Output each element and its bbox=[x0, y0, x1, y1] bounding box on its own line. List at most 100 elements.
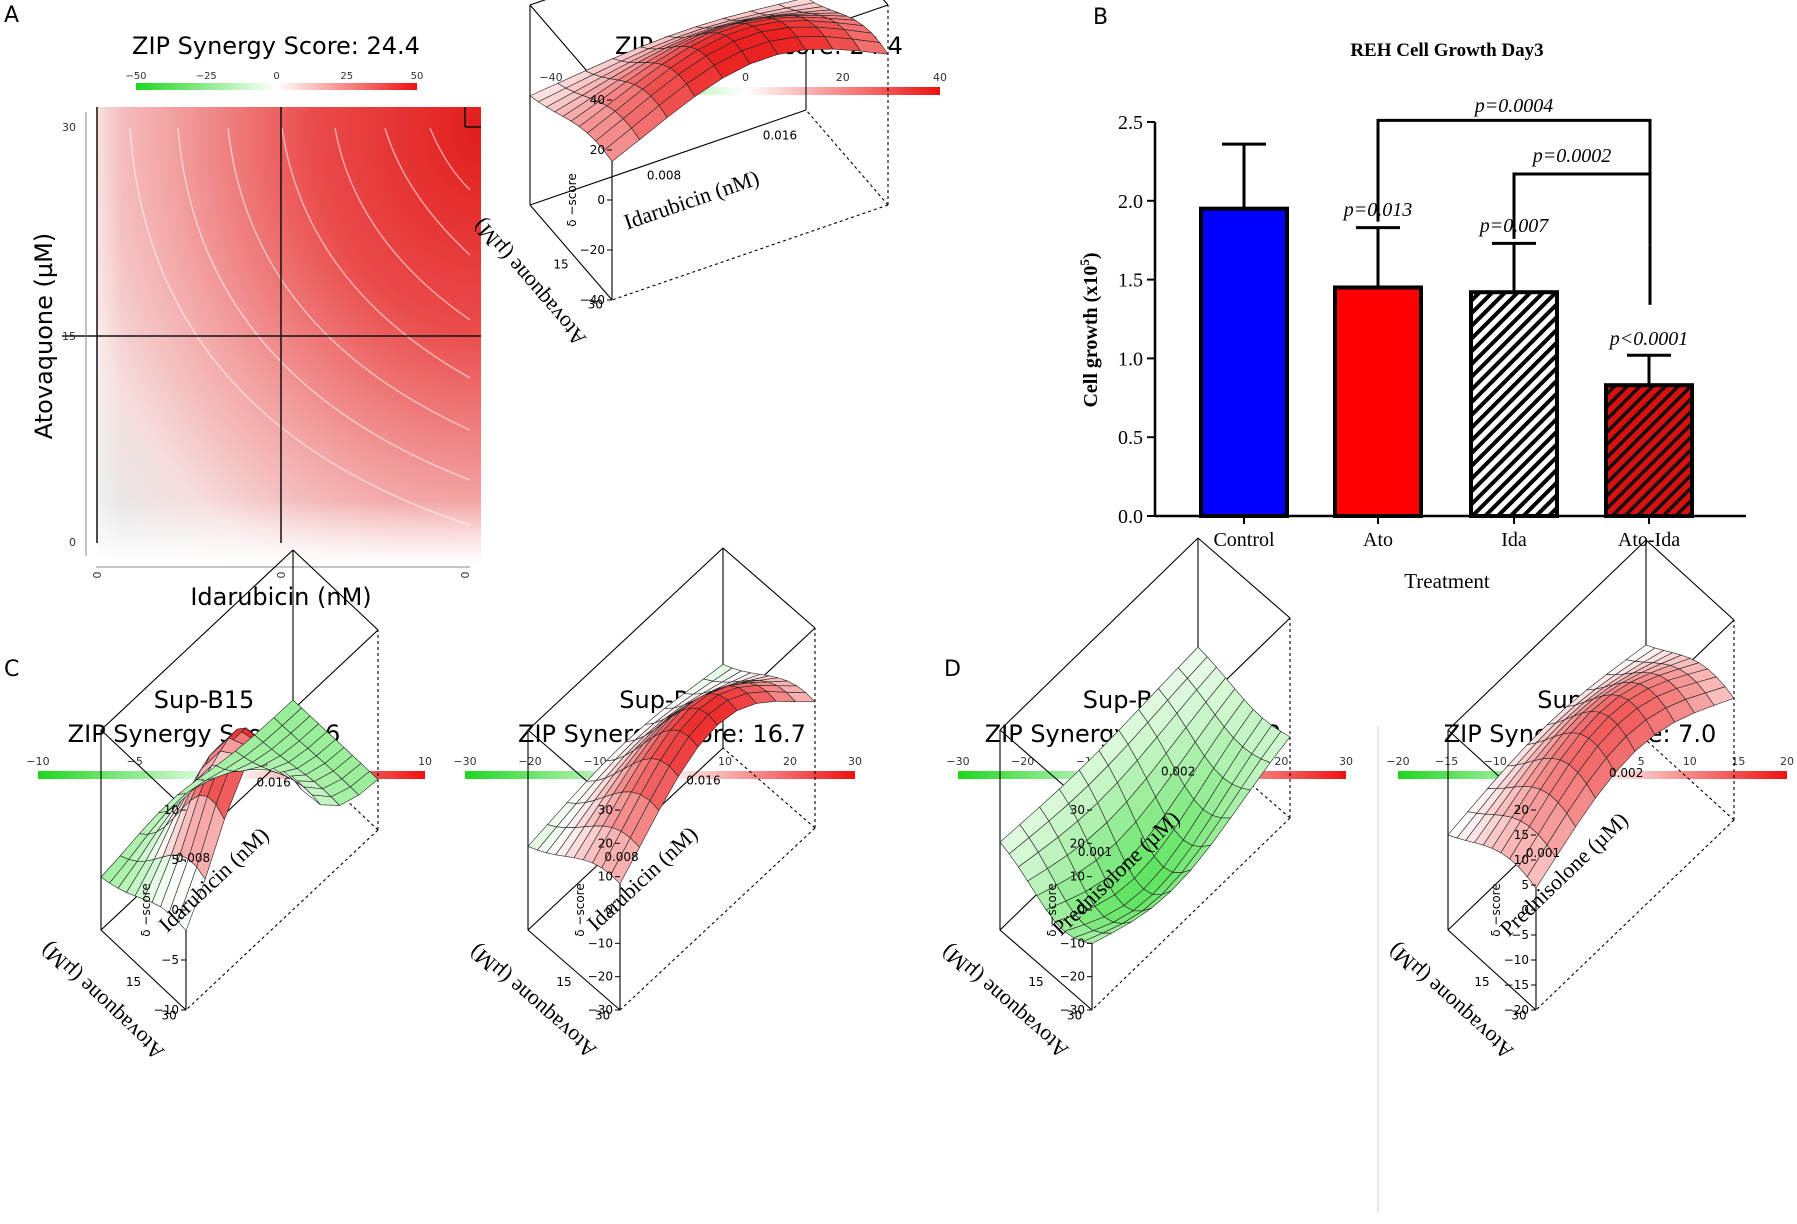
bar-chart-panel: REH Cell Growth Day3 0.0 0.5 1.0 1.5 2.0 2.5 C… bbox=[1077, 40, 1746, 593]
heatmap-ytick: 15 bbox=[62, 330, 76, 343]
surface-box-edge bbox=[527, 547, 724, 731]
bar-chart-xtick: Ida bbox=[1501, 529, 1527, 551]
surface-ztick: 10 bbox=[164, 803, 179, 817]
surface-ztick: 0 bbox=[171, 903, 179, 917]
surface-colorbar-tick: 20 bbox=[836, 71, 850, 84]
surface-box-edge bbox=[1645, 739, 1735, 821]
surface-cell bbox=[527, 824, 558, 851]
surface-ztick: 0 bbox=[1077, 903, 1085, 917]
surface-colorbar-tick: −10 bbox=[583, 755, 606, 768]
bar-chart-title: REH Cell Growth Day3 bbox=[1350, 40, 1543, 61]
surface-ztick: 20 bbox=[1514, 803, 1529, 817]
panel-label-d: D bbox=[944, 657, 961, 682]
bar-chart-xtick: Ato bbox=[1363, 529, 1393, 551]
bar-chart-ytick: 0.0 bbox=[1118, 506, 1143, 528]
surface-box-edge bbox=[882, 0, 889, 6]
surface-xtick: 0.001 bbox=[1526, 846, 1560, 860]
bar-chart-annotation: p=0.0002 bbox=[1531, 145, 1612, 167]
heatmap-colorbar-ticks: −50 −25 0 25 50 bbox=[125, 71, 423, 82]
surface-box-edge bbox=[1447, 929, 1537, 1011]
surface-colorbar-tick: 10 bbox=[1683, 755, 1697, 768]
surface-box-edge bbox=[1535, 819, 1735, 1011]
surface-ztick: −10 bbox=[588, 936, 613, 950]
surface-zlabel: δ −score bbox=[573, 883, 587, 936]
surface-xtick: 0.002 bbox=[1609, 766, 1643, 780]
surface-colorbar-tick: 10 bbox=[718, 755, 732, 768]
surface-ytick: 30 bbox=[595, 1009, 610, 1023]
surface-ytick: 30 bbox=[1067, 1009, 1082, 1023]
surface-xtick: 0.008 bbox=[604, 850, 638, 864]
surface-ztick: 20 bbox=[1070, 836, 1085, 850]
heatmap-xlabel: Idarubicin (nM) bbox=[190, 583, 371, 611]
surface-zlabel: δ −score bbox=[1045, 883, 1059, 936]
surface-cell bbox=[999, 824, 1030, 855]
surface-colorbar bbox=[551, 87, 940, 95]
surface-box-edge bbox=[999, 929, 1093, 1011]
surface-box-edge bbox=[619, 827, 816, 1011]
surface-colorbar-tick: 40 bbox=[933, 71, 947, 84]
surface-subtitle: Sup-B15 bbox=[154, 686, 255, 714]
heatmap-crosshair bbox=[62, 107, 481, 543]
bar bbox=[1469, 290, 1559, 519]
heatmap-cell-area bbox=[97, 107, 481, 563]
bar-chart-xlabel: Treatment bbox=[1404, 569, 1490, 593]
surface-mesh bbox=[100, 699, 379, 932]
heatmap-colorbar-tick: 0 bbox=[273, 71, 279, 82]
surface-zlabel: δ −score bbox=[1489, 883, 1503, 936]
surface-mesh bbox=[1447, 644, 1735, 889]
surface-colorbar-tick: 30 bbox=[1339, 755, 1353, 768]
surface-ylabel: Atovaquone (µM) bbox=[936, 940, 1073, 1064]
surface-ylabel: Atovaquone (µM) bbox=[1383, 939, 1518, 1065]
surface-ztick: −30 bbox=[1060, 1003, 1085, 1017]
surface-xlabel: Idarubicin (nM) bbox=[621, 165, 763, 235]
bar bbox=[1199, 206, 1289, 518]
surface-colorbar-tick: −20 bbox=[1011, 755, 1034, 768]
surface-ytick: 15 bbox=[126, 975, 141, 989]
panel-label-a: A bbox=[4, 3, 19, 28]
surface-mesh bbox=[527, 663, 816, 885]
bar-chart: 0.0 0.5 1.0 1.5 2.0 2.5 Control Ato Ida Ato-Ida p=… bbox=[1118, 95, 1746, 551]
surface-colorbar-tick: 10 bbox=[418, 755, 432, 768]
surface-plot-a: ZIP Synergy Score: 24.4−40−200204040200−… bbox=[468, 0, 947, 351]
heatmap-yticks: 30 15 0 bbox=[62, 121, 76, 549]
bar-chart-ylabel-main: Cell growth (x10 bbox=[1080, 266, 1102, 408]
surface-ylabel: Atovaquone (µM) bbox=[468, 214, 591, 351]
surface-ylabel: Atovaquone (µM) bbox=[464, 940, 601, 1064]
heatmap-ylabel: Atovaquone (µM) bbox=[30, 233, 58, 439]
surface-box-edge bbox=[1197, 537, 1291, 619]
surface-colorbar-tick: 5 bbox=[1638, 755, 1645, 768]
heatmap-xtick: 0 bbox=[459, 572, 472, 579]
surface-box-edge bbox=[722, 547, 816, 629]
heatmap-colorbar-tick: 25 bbox=[340, 71, 353, 82]
heatmap-axes bbox=[85, 112, 470, 568]
surface-ztick: 0 bbox=[605, 903, 613, 917]
bar-chart-ytick: 2.0 bbox=[1118, 191, 1143, 213]
heatmap-fade-left bbox=[62, 107, 122, 563]
surface-box-edge bbox=[185, 829, 379, 1011]
heatmap-colorbar-tick: 50 bbox=[411, 71, 424, 82]
surface-ztick: −15 bbox=[1504, 978, 1529, 992]
surface-box-edge bbox=[100, 549, 294, 731]
surface-box-edge bbox=[529, 0, 547, 6]
surface-ztick: 0 bbox=[1521, 903, 1529, 917]
surface-xtick: 0.016 bbox=[256, 775, 290, 789]
heatmap-ytick: 30 bbox=[62, 121, 76, 134]
surface-cell bbox=[1447, 811, 1478, 839]
surface-ytick: 15 bbox=[1474, 975, 1489, 989]
panel-label-c: C bbox=[4, 657, 19, 682]
surface-ztick: 40 bbox=[590, 93, 605, 107]
surface-colorbar-tick: −30 bbox=[946, 755, 969, 768]
surface-colorbar-tick: 0 bbox=[742, 71, 749, 84]
surface-ztick: 30 bbox=[1070, 803, 1085, 817]
surface-cell bbox=[100, 855, 130, 884]
surface-ytick: 30 bbox=[588, 297, 603, 311]
surface-ytick: 15 bbox=[556, 975, 571, 989]
surface-ytick: 30 bbox=[162, 1009, 177, 1023]
surface-colorbar-tick: −10 bbox=[26, 755, 49, 768]
bar-chart-ytick: 0.5 bbox=[1118, 427, 1143, 449]
surface-colorbar-tick: 20 bbox=[783, 755, 797, 768]
